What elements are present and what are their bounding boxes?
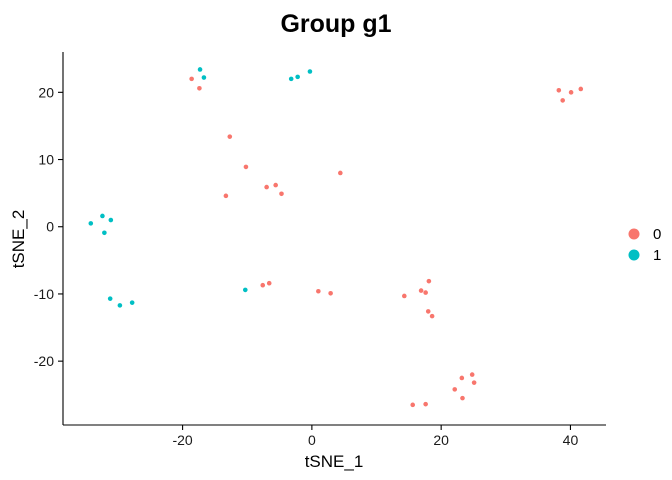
data-point-group-0: [452, 387, 458, 392]
data-point-group-0: [227, 134, 233, 139]
x-tick-label: 20: [433, 432, 449, 448]
chart-title: Group g1: [280, 10, 391, 38]
data-point-group-0: [264, 184, 269, 190]
y-tick-label: 20: [38, 84, 54, 100]
data-point-group-1: [102, 230, 107, 236]
data-point-group-0: [197, 85, 202, 91]
data-point-group-1: [288, 76, 294, 82]
legend: 01: [628, 226, 661, 264]
x-tick-label: -20: [172, 432, 192, 448]
data-point-group-0: [223, 193, 229, 199]
data-point-group-1: [108, 217, 114, 223]
y-tick-label: -20: [34, 353, 54, 369]
data-point-group-0: [402, 293, 407, 299]
data-point-group-0: [328, 290, 333, 296]
data-point-group-1: [107, 296, 113, 301]
legend-key-1: [628, 249, 640, 261]
data-point-group-1: [307, 69, 313, 74]
data-point-group-0: [410, 402, 416, 408]
data-point-group-0: [426, 278, 432, 284]
data-point-group-0: [425, 309, 431, 314]
legend-key-0: [628, 228, 640, 240]
data-point-group-0: [243, 164, 249, 170]
data-point-group-1: [197, 67, 203, 72]
data-point-group-1: [129, 300, 135, 305]
data-point-group-0: [418, 288, 424, 293]
data-point-group-0: [469, 372, 475, 377]
data-point-group-0: [338, 170, 343, 176]
legend-label-1: 1: [653, 247, 661, 264]
data-point-group-0: [560, 98, 565, 103]
data-point-group-0: [471, 380, 477, 385]
data-point-group-0: [273, 182, 278, 188]
y-axis-label: tSNE_2: [9, 210, 28, 269]
x-tick-label: 40: [563, 432, 579, 448]
y-tick-label: 0: [46, 219, 54, 235]
data-point-group-0: [568, 90, 574, 95]
plot-area: [88, 67, 584, 408]
data-point-group-0: [266, 280, 272, 286]
data-point-group-0: [460, 395, 465, 401]
data-point-group-1: [88, 221, 94, 226]
data-point-group-1: [117, 303, 123, 308]
data-point-group-0: [459, 375, 465, 381]
legend-label-0: 0: [653, 226, 661, 243]
data-point-group-1: [295, 74, 300, 80]
data-point-group-0: [423, 401, 428, 407]
x-axis-ticks: -20 0 20 40: [172, 425, 578, 448]
data-point-group-0: [578, 86, 584, 92]
data-point-group-0: [279, 191, 284, 197]
x-tick-label: 0: [308, 432, 316, 448]
data-point-group-1: [100, 213, 105, 219]
y-tick-label: -10: [34, 286, 54, 302]
data-point-group-0: [423, 290, 428, 295]
y-tick-label: 10: [38, 152, 54, 168]
data-point-group-0: [556, 88, 562, 93]
data-point-group-1: [201, 75, 207, 80]
data-point-group-0: [260, 282, 266, 288]
y-axis-ticks: -20 -10 0 10 20: [34, 84, 63, 369]
x-axis-label: tSNE_1: [305, 452, 364, 471]
data-point-group-0: [429, 313, 435, 319]
data-point-group-0: [189, 76, 194, 82]
data-point-group-1: [242, 287, 248, 293]
data-point-group-0: [316, 288, 321, 294]
